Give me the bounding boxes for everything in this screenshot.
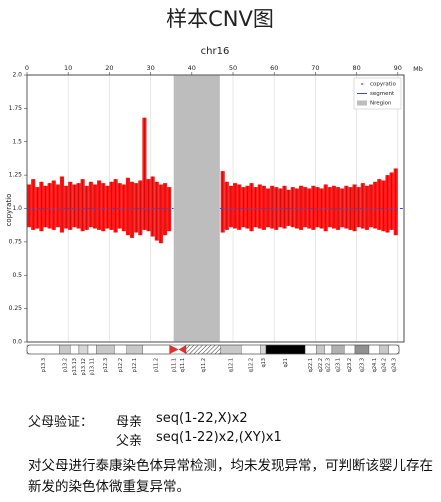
legend-label: copyratio [370, 82, 396, 88]
y-tick-label: 0.0 [12, 339, 22, 346]
y-axis-label: copyratio [5, 194, 13, 227]
band-label: q23.2 [347, 358, 353, 372]
y-tick-label: 0.75 [9, 238, 23, 245]
y-tick-label: 1.75 [9, 105, 23, 112]
band [379, 344, 389, 355]
band-label: p13.12 [81, 358, 87, 376]
band [87, 344, 97, 355]
band [96, 344, 115, 355]
band-label: p13.2 [62, 358, 68, 372]
band-label: q22.2 [318, 358, 324, 372]
band [185, 344, 221, 355]
band-label: q11.1 [180, 358, 186, 372]
verify-label: 父母验证： [28, 415, 94, 430]
chart: 样本CNV图 chr16 Mb copyratio 0 10 20 30 40 50 60 7… [5, 7, 423, 376]
band [354, 344, 370, 355]
band-label: p11.1 [172, 358, 178, 372]
band [388, 344, 400, 355]
band [324, 344, 333, 355]
conclusion: 对父母进行泰康染色体异常检测，均未发现异常，可判断该婴儿存在新发的染色体微重复异… [28, 458, 433, 495]
x-unit: Mb [413, 65, 423, 73]
band-label: q12.2 [248, 358, 254, 372]
y-tick-label: 1.25 [9, 172, 23, 179]
band-label: q22.1 [308, 358, 314, 372]
band [344, 344, 356, 355]
legend-label: Nregion [370, 101, 392, 107]
band [70, 344, 80, 355]
band-label: p12.1 [132, 358, 138, 372]
x-tick-label: 20 [105, 64, 113, 72]
father-result: seq(1-22)x2,(XY)x1 [156, 430, 282, 445]
band [126, 344, 143, 355]
ideogram-outline [26, 344, 400, 355]
page-title: 样本CNV图 [166, 7, 274, 31]
y-tick-label: 0.5 [12, 272, 22, 279]
mother-result: seq(1-22,X)x2 [156, 411, 248, 426]
band [59, 344, 71, 355]
x-tick-label: 50 [229, 64, 237, 72]
band-label: q22.3 [326, 358, 332, 372]
band [331, 344, 345, 355]
y-tick-label: 1.0 [12, 205, 22, 212]
plot-frame [26, 74, 405, 343]
n-region [173, 75, 220, 342]
legend-label: segment [370, 91, 395, 97]
legend-swatch [357, 100, 367, 106]
x-tick-label: 80 [352, 64, 360, 72]
band [316, 344, 325, 355]
band-label: q24.1 [372, 358, 378, 372]
band [220, 344, 242, 355]
band-label: p12.3 [103, 358, 109, 372]
band-label: p11.2 [154, 358, 160, 372]
x-tick-label: 30 [146, 64, 154, 72]
band-label: p12.2 [118, 358, 124, 372]
band [304, 344, 317, 355]
band-label: q23.3 [359, 358, 365, 372]
band-label: p13.3 [41, 358, 47, 372]
x-tick-label: 0 [25, 64, 29, 72]
y-tick-label: 0.25 [9, 305, 23, 312]
band-label: q13 [261, 358, 267, 368]
band [78, 344, 89, 355]
x-tick-label: 60 [270, 64, 278, 72]
band [265, 344, 306, 355]
centromere [169, 345, 179, 354]
x-tick-label: 10 [64, 64, 72, 72]
band [114, 344, 127, 355]
band-label: q21 [283, 358, 289, 368]
mother-label: 母亲 [116, 415, 143, 430]
x-tick-label: 70 [311, 64, 319, 72]
band-label: q12.1 [228, 358, 234, 372]
band-label: q24.3 [391, 358, 397, 372]
y-tick-label: 1.5 [12, 138, 22, 145]
centromere [178, 345, 187, 354]
band-label: p13.11 [90, 358, 96, 376]
band-label: q23.1 [336, 358, 342, 372]
band-label: q24.2 [382, 358, 388, 372]
father-label: 父亲 [116, 434, 143, 449]
band [142, 344, 170, 355]
chart-title: chr16 [201, 46, 230, 57]
legend-swatch [361, 83, 363, 85]
x-tick-label: 90 [394, 64, 402, 72]
y-tick-label: 2.0 [12, 72, 22, 79]
band [241, 344, 261, 355]
band [260, 344, 267, 355]
band [26, 344, 60, 355]
x-tick-label: 40 [188, 64, 196, 72]
band-label: q11.2 [201, 358, 207, 372]
band [368, 344, 380, 355]
band-label: p13.13 [72, 358, 78, 376]
